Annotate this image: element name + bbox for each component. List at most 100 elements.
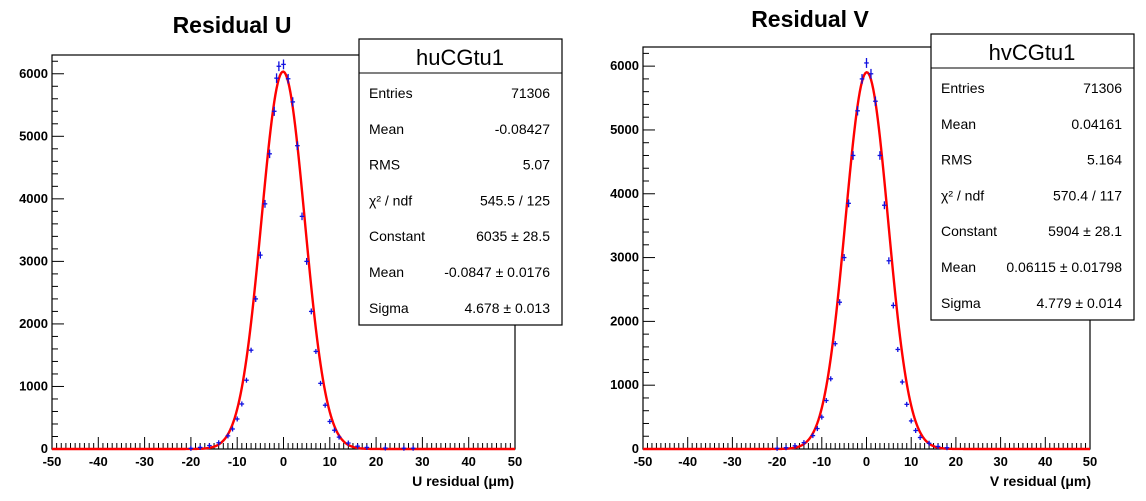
data-point — [355, 443, 360, 449]
data-point — [318, 380, 323, 386]
stats-label: Constant — [941, 223, 997, 239]
data-points — [188, 59, 416, 451]
stats-value: 71306 — [1083, 80, 1122, 96]
data-point — [792, 443, 798, 449]
y-tick-label: 4000 — [610, 186, 639, 201]
data-point — [276, 61, 282, 72]
y-tick-label: 5000 — [610, 122, 639, 137]
x-tick-label: -40 — [89, 454, 108, 469]
stats-value: 0.04161 — [1071, 116, 1122, 132]
data-point — [346, 440, 351, 446]
fit-curve — [643, 71, 1090, 451]
x-tick-label: 30 — [415, 454, 429, 469]
data-point — [868, 68, 874, 79]
y-tick-label: 2000 — [19, 316, 48, 331]
stats-value: 4.678 ± 0.013 — [464, 300, 550, 316]
stats-label: RMS — [941, 152, 972, 168]
stats-name: huCGtu1 — [416, 45, 504, 70]
x-tick-label: -50 — [634, 454, 653, 469]
data-point — [908, 418, 914, 424]
y-axis: 0 1000 2000 3000 4000 5000 6000 — [19, 60, 64, 456]
data-point — [281, 59, 286, 70]
y-tick-label: 0 — [41, 441, 48, 456]
stats-value: 0.06115 ± 0.01798 — [1006, 259, 1122, 275]
x-tick-label: -10 — [228, 454, 247, 469]
y-tick-label: 3000 — [610, 250, 639, 265]
x-tick-label: -30 — [135, 454, 154, 469]
y-tick-label: 3000 — [19, 253, 48, 268]
x-tick-label: -10 — [812, 454, 831, 469]
stats-label: Constant — [369, 228, 425, 244]
data-point — [899, 379, 905, 385]
stats-label: Mean — [941, 116, 976, 132]
y-tick-label: 0 — [632, 441, 639, 456]
x-tick-label: -20 — [182, 454, 201, 469]
x-tick-label: -30 — [723, 454, 742, 469]
stats-box: huCGtu1 Entries 71306 Mean -0.08427 RMS 5.07 χ… — [358, 38, 563, 326]
x-tick-label: 0 — [280, 454, 287, 469]
data-point — [810, 433, 816, 439]
data-point — [274, 73, 279, 83]
chart-title: Residual U — [173, 12, 292, 38]
data-point — [290, 97, 296, 107]
data-point — [364, 444, 370, 450]
data-point — [197, 444, 203, 450]
y-tick-label: 5000 — [19, 128, 48, 143]
y-axis: 0 1000 2000 3000 4000 5000 6000 — [610, 52, 655, 456]
data-point — [917, 435, 923, 441]
x-tick-label: 20 — [949, 454, 963, 469]
data-point — [410, 445, 416, 451]
data-point — [944, 445, 950, 451]
data-point — [207, 443, 212, 449]
stats-label: Mean — [369, 264, 404, 280]
data-point — [299, 212, 305, 221]
data-point — [225, 433, 231, 439]
stats-label: Mean — [941, 259, 976, 275]
data-point — [832, 341, 838, 347]
x-axis-label: U residual (μm) — [412, 473, 514, 489]
data-point — [841, 254, 847, 262]
data-point — [322, 402, 328, 408]
y-tick-label: 6000 — [610, 58, 639, 73]
panel-residual-v: Residual V 0 1000 2000 3000 4000 5000 6000 -50… — [610, 6, 1135, 489]
x-tick-label: 50 — [508, 454, 522, 469]
stats-rows: Entries 71306 Mean -0.08427 RMS 5.07 χ² / ndf 5… — [369, 85, 550, 316]
data-point — [774, 445, 780, 451]
data-point — [926, 440, 932, 446]
data-point — [332, 427, 337, 433]
stats-label: χ² / ndf — [941, 187, 984, 203]
data-point — [828, 376, 834, 382]
data-point — [234, 416, 240, 422]
stats-label: Sigma — [941, 295, 981, 311]
data-point — [895, 346, 901, 352]
stats-value: 4.779 ± 0.014 — [1036, 295, 1122, 311]
stats-value: -0.0847 ± 0.0176 — [444, 264, 550, 280]
data-point — [846, 199, 851, 208]
data-point — [891, 302, 896, 309]
data-point — [859, 74, 865, 84]
stats-label: χ² / ndf — [369, 192, 412, 208]
stats-value: 5.07 — [523, 157, 550, 173]
stats-value: 5904 ± 28.1 — [1048, 223, 1122, 239]
x-axis: -50 -40 -30 -20 -10 0 10 20 30 40 50 — [43, 437, 522, 469]
stats-frame — [358, 38, 563, 326]
x-axis-label: V residual (μm) — [990, 473, 1091, 489]
data-point — [815, 426, 820, 432]
stats-label: Entries — [369, 85, 413, 101]
data-point — [819, 414, 825, 420]
fit-curve — [52, 70, 515, 451]
x-tick-label: 30 — [993, 454, 1007, 469]
x-tick-label: 40 — [461, 454, 475, 469]
y-tick-label: 6000 — [19, 66, 48, 81]
data-point — [308, 308, 314, 315]
y-tick-label: 1000 — [19, 378, 48, 393]
data-point — [336, 434, 342, 440]
data-point — [383, 445, 388, 451]
data-point — [855, 106, 860, 116]
x-tick-label: 0 — [863, 454, 870, 469]
data-point — [271, 106, 277, 116]
stats-value: 570.4 / 117 — [1053, 187, 1122, 203]
data-point — [313, 348, 319, 354]
x-tick-label: 10 — [904, 454, 918, 469]
